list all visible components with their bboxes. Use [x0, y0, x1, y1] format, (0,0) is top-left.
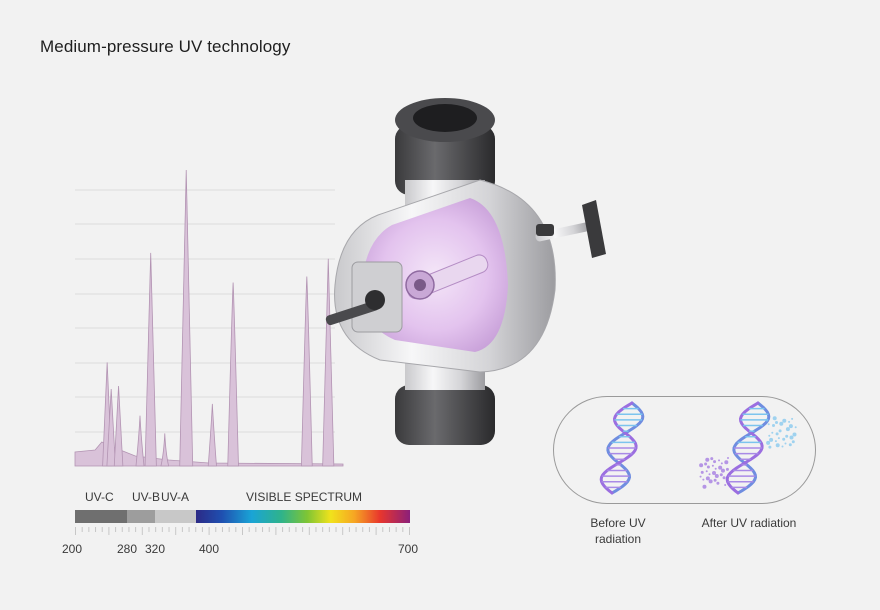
dna-fragment	[705, 470, 708, 473]
dna-fragment	[710, 457, 714, 461]
dna-fragment	[702, 478, 705, 481]
dna-fragment	[774, 440, 777, 443]
uva-bar	[155, 510, 196, 523]
visible-spectrum-bar	[196, 510, 410, 523]
spectrum-peak	[135, 415, 145, 467]
dna-fragment	[791, 417, 794, 420]
dna-fragment	[784, 442, 787, 445]
dna-fragment	[705, 476, 710, 481]
dna-fragment	[789, 435, 794, 440]
spectrum-peak	[113, 386, 124, 467]
dna-fragment	[700, 470, 704, 474]
dna-fragment	[718, 459, 721, 462]
spectrum-peak	[207, 403, 217, 467]
uvc-bar	[75, 510, 127, 523]
band-label-uva: UV-A	[161, 490, 190, 504]
band-label-uvc: UV-C	[85, 490, 114, 504]
dna-fragment	[727, 457, 729, 459]
dna-fragment	[718, 465, 723, 470]
dna-fragment	[767, 423, 770, 426]
spectrum-peaks	[74, 169, 344, 467]
dna-fragment	[716, 481, 720, 485]
dna-fragment	[781, 445, 784, 448]
band-label-uvb: UV-B	[132, 490, 161, 504]
dna-fragment	[704, 462, 708, 466]
dna-fragment	[782, 418, 787, 423]
spectrum-peak	[106, 389, 116, 467]
dna-fragment	[785, 427, 790, 432]
dna-fragment	[719, 473, 723, 477]
dna-fragment	[775, 432, 779, 436]
tick-label: 280	[117, 542, 138, 556]
uvb-bar	[127, 510, 155, 523]
dna-fragment	[724, 460, 729, 465]
dna-fragment	[725, 467, 729, 471]
dna-fragment	[714, 467, 717, 470]
dna-fragment	[724, 484, 727, 486]
tick-label: 400	[199, 542, 220, 556]
dna-fragment	[788, 443, 792, 447]
dna-fragment	[699, 463, 704, 468]
spectrum-peak	[322, 258, 335, 467]
dna-fragment	[720, 468, 725, 473]
dna-fragment	[782, 437, 786, 441]
dna-fragment	[712, 471, 716, 475]
dna-comparison-panel	[553, 396, 816, 504]
dna-fragment	[713, 460, 717, 464]
dna-fragment	[722, 476, 726, 480]
dna-fragment	[788, 420, 791, 423]
dna-fragment	[791, 440, 795, 444]
dna-fragment	[788, 424, 793, 429]
dna-fragment	[779, 421, 784, 426]
dna-fragment	[775, 421, 778, 424]
dna-fragment	[778, 429, 782, 433]
page-title: Medium-pressure UV technology	[40, 37, 291, 56]
left-shaft	[325, 290, 385, 326]
tick-label: 320	[145, 542, 166, 556]
spectrum-peak	[227, 282, 239, 467]
dna-fragment	[713, 478, 717, 482]
dna-fragment	[794, 426, 797, 429]
spectrum-peak	[300, 276, 313, 467]
top-connector	[395, 98, 495, 205]
dna-fragment	[720, 462, 723, 465]
spectrum-peak	[179, 169, 194, 467]
dna-fragment	[769, 437, 774, 442]
dna-before-caption: Before UV radiation	[590, 516, 646, 546]
dna-fragment	[699, 475, 702, 478]
dna-fragment	[772, 424, 775, 427]
dna-fragment	[766, 440, 771, 445]
dna-fragment	[785, 434, 789, 438]
dna-fragment	[702, 484, 707, 489]
dna-fragment	[711, 464, 714, 467]
dna-fragment	[708, 479, 713, 484]
dna-fragment	[768, 445, 772, 449]
band-label-visible: VISIBLE SPECTRUM	[246, 490, 363, 504]
dna-before-icon	[599, 401, 645, 495]
dna-fragment	[792, 432, 797, 437]
dna-fragment	[771, 431, 774, 434]
wavelength-ruler	[75, 527, 410, 535]
spectrum-peak	[144, 252, 157, 467]
dna-fragment	[705, 457, 710, 462]
dna-fragment	[775, 443, 780, 448]
dna-fragment	[706, 465, 710, 469]
tick-label: 700	[398, 542, 419, 556]
right-handle	[535, 200, 606, 258]
dna-fragment	[772, 416, 777, 421]
dna-fragment	[708, 473, 711, 476]
dna-fragment	[768, 434, 771, 437]
tick-label: 200	[62, 542, 83, 556]
reactor-body	[334, 179, 556, 373]
dna-after-icon	[699, 401, 797, 495]
dna-fragment	[714, 474, 719, 478]
dna-fragment	[765, 418, 769, 422]
dna-after-caption: After UV radiation	[701, 516, 797, 530]
spectrum-peak	[160, 433, 170, 467]
dna-fragment	[777, 437, 780, 440]
